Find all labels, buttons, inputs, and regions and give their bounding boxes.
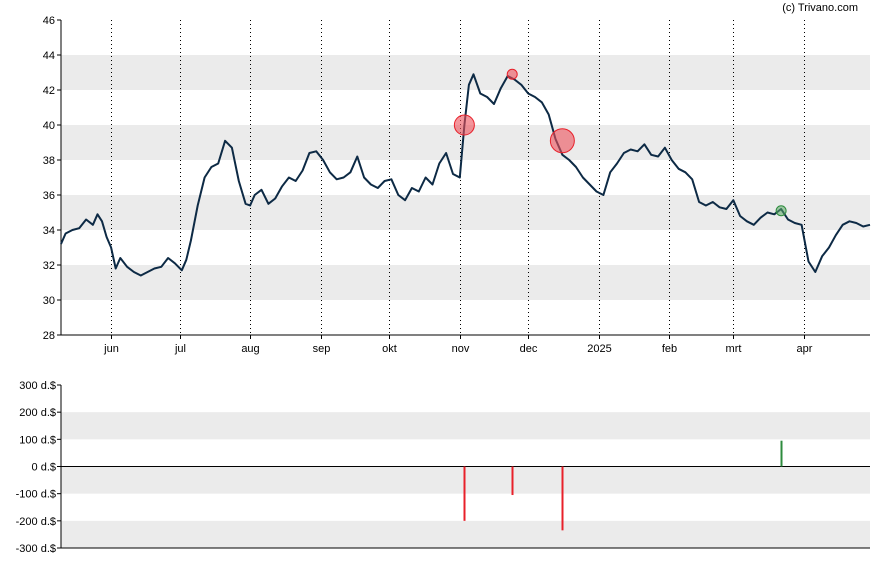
price-y-tick-label: 32 <box>43 260 55 272</box>
price-y-tick-label: 44 <box>43 50 55 62</box>
price-band <box>61 265 870 300</box>
transaction-bars <box>463 440 783 531</box>
price-markers <box>453 68 787 217</box>
price-line-group <box>60 73 871 277</box>
transaction-band <box>61 412 870 440</box>
price-line <box>60 73 871 277</box>
transaction-y-tick-label: -100 d.$ <box>16 489 56 501</box>
price-x-tick-label: nov <box>452 343 470 355</box>
price-x-tick-label: dec <box>520 343 538 355</box>
price-y-tick-label: 42 <box>43 85 55 97</box>
sell-marker <box>453 114 475 136</box>
price-x-tick-label: aug <box>241 343 259 355</box>
price-x-tick-label: okt <box>382 343 397 355</box>
price-y-tick-label: 28 <box>43 330 55 342</box>
price-x-tick-label: mrt <box>726 343 742 355</box>
price-vertical-grid <box>111 20 805 335</box>
transaction-y-tick-label: -300 d.$ <box>16 543 56 555</box>
price-bands <box>61 55 870 300</box>
transaction-y-tick-label: 0 d.$ <box>32 462 56 474</box>
price-x-tick-label: 2025 <box>587 343 611 355</box>
price-x-ticks: jun jul aug sep okt nov dec 2025 feb mrt apr <box>103 335 813 355</box>
credit-label: (c) Trivano.com <box>782 2 858 14</box>
sell-marker <box>549 128 575 154</box>
price-y-tick-label: 40 <box>43 120 55 132</box>
price-y-tick-label: 46 <box>43 15 55 27</box>
transaction-chart: 300 d.$ 200 d.$ 100 d.$ 0 d.$ -100 d.$ -200 d… <box>16 380 870 555</box>
price-x-tick-label: apr <box>797 343 813 355</box>
buy-marker <box>775 205 787 217</box>
price-x-tick-label: sep <box>313 343 331 355</box>
price-y-tick-label: 36 <box>43 190 55 202</box>
transaction-bands <box>61 412 870 548</box>
price-band <box>61 55 870 90</box>
price-x-tick-label: jul <box>174 343 186 355</box>
transaction-band <box>61 520 870 548</box>
transaction-y-tick-label: 200 d.$ <box>19 407 56 419</box>
price-axis: 28 30 32 34 36 38 40 42 44 46 <box>43 15 870 342</box>
price-y-tick-label: 34 <box>43 225 55 237</box>
price-x-tick-label: feb <box>662 343 677 355</box>
transaction-y-tick-label: 300 d.$ <box>19 380 56 392</box>
price-y-tick-label: 38 <box>43 155 55 167</box>
price-band <box>61 195 870 230</box>
sell-marker <box>506 68 518 80</box>
price-x-tick-label: jun <box>103 343 119 355</box>
price-chart: 28 30 32 34 36 38 40 42 44 46 jun jul aug sep okt nov d… <box>43 15 871 355</box>
transaction-y-tick-label: -200 d.$ <box>16 516 56 528</box>
transaction-y-tick-label: 100 d.$ <box>19 434 56 446</box>
price-y-tick-label: 30 <box>43 295 55 307</box>
